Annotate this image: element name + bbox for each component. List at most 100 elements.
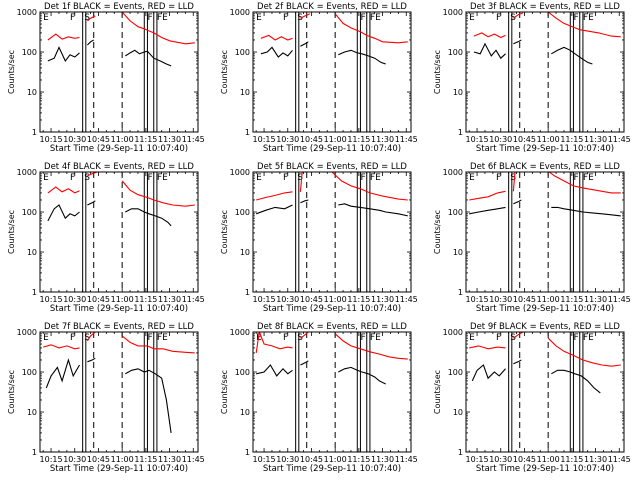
panel-title: Det 8f BLACK = Events, RED = LLD	[257, 322, 407, 332]
x-tick-label: 10:15	[466, 455, 489, 464]
flag-letter: F	[70, 173, 75, 183]
events-series-line	[256, 204, 293, 215]
lld-series-line	[469, 190, 506, 201]
x-axis-label: Start Time (29-Sep-11 10:07:40)	[50, 144, 188, 154]
events-series-line	[125, 208, 172, 227]
y-tick-label: 10	[27, 408, 37, 417]
x-tick-label: 10:15	[40, 455, 63, 464]
flag-letter: F	[283, 333, 288, 343]
flag-letter: F	[147, 333, 152, 343]
panel-4: Det 4f BLACK = Events, RED = LLD 1 10 100 10…	[7, 162, 205, 314]
series-group	[47, 12, 195, 67]
plot-frame	[252, 331, 412, 453]
lld-series-line	[547, 337, 621, 367]
y-tick-label: 1000	[230, 168, 250, 177]
plot-frame	[465, 331, 625, 453]
flag-letter: S	[84, 333, 90, 343]
x-tick-label: 11:00	[111, 295, 134, 304]
panel-8: Det 8f BLACK = Events, RED = LLD 1 10 100 10…	[220, 322, 418, 474]
x-tick-label: 11:45	[395, 135, 418, 144]
lld-series-line	[43, 344, 80, 350]
y-tick-label: 10	[27, 88, 37, 97]
x-tick-label: 11:45	[608, 295, 631, 304]
flag-letter: FE	[157, 173, 168, 183]
lld-series-line	[469, 345, 506, 350]
flag-letter: S	[84, 13, 90, 23]
flag-letter: F	[283, 173, 288, 183]
x-tick-label: 11:30	[158, 135, 181, 144]
x-tick-label: 11:15	[560, 455, 583, 464]
flag-letter: S	[297, 333, 303, 343]
panel-3: Det 3f BLACK = Events, RED = LLD 1 10 100 10…	[433, 2, 631, 154]
events-series-line	[125, 368, 172, 433]
y-tick-label: 100	[235, 208, 250, 217]
y-tick-label: 1000	[230, 328, 250, 337]
series-group	[473, 12, 621, 65]
x-axis-label: Start Time (29-Sep-11 10:07:40)	[263, 144, 401, 154]
y-tick-label: 1	[32, 448, 37, 457]
flag-letter: FE	[583, 13, 594, 23]
x-tick-label: 11:00	[324, 455, 347, 464]
y-tick-label: 1000	[230, 8, 250, 17]
y-tick-label: 10	[240, 408, 250, 417]
x-tick-label: 10:30	[63, 295, 86, 304]
x-axis-label: Start Time (29-Sep-11 10:07:40)	[50, 304, 188, 314]
y-tick-label: 100	[22, 208, 37, 217]
flag-letter: F	[283, 13, 288, 23]
series-group	[43, 332, 195, 433]
x-tick-label: 11:15	[134, 295, 157, 304]
panel-title: Det 6f BLACK = Events, RED = LLD	[470, 162, 620, 172]
x-tick-label: 10:15	[253, 295, 276, 304]
series-group	[255, 332, 408, 385]
flag-letter: S	[510, 173, 516, 183]
y-axis-label: Counts/sec	[433, 210, 442, 254]
x-tick-label: 11:15	[134, 135, 157, 144]
x-tick-label: 11:15	[560, 135, 583, 144]
lld-series-line	[334, 13, 408, 44]
x-tick-label: 11:15	[347, 455, 370, 464]
events-series-line	[300, 360, 309, 366]
x-tick-label: 11:15	[560, 295, 583, 304]
events-series-line	[551, 369, 601, 394]
lld-series-line	[547, 12, 621, 38]
events-series-line	[260, 46, 293, 58]
x-tick-label: 10:45	[87, 455, 110, 464]
flag-letter: FE	[583, 173, 594, 183]
y-tick-label: 1000	[443, 8, 463, 17]
events-series-line	[338, 203, 408, 217]
events-series-line	[513, 359, 522, 365]
plot-frame	[39, 171, 199, 293]
y-tick-label: 10	[27, 248, 37, 257]
x-axis-label: Start Time (29-Sep-11 10:07:40)	[476, 304, 614, 314]
lld-series-line	[121, 12, 195, 45]
events-series-line	[338, 49, 386, 65]
y-axis-label: Counts/sec	[7, 210, 16, 254]
series-group	[47, 172, 195, 227]
x-tick-label: 10:15	[40, 135, 63, 144]
x-tick-label: 11:30	[584, 135, 607, 144]
events-series-line	[87, 357, 96, 363]
events-series-line	[47, 204, 80, 222]
x-tick-label: 10:30	[489, 135, 512, 144]
x-tick-label: 11:45	[182, 135, 205, 144]
x-tick-label: 10:45	[300, 295, 323, 304]
flag-letter: E	[43, 13, 49, 23]
flag-letter: F	[70, 333, 75, 343]
y-tick-label: 10	[240, 88, 250, 97]
x-tick-label: 11:00	[324, 295, 347, 304]
panel-1: Det 1f BLACK = Events, RED = LLD 1 10 100 10…	[7, 2, 205, 154]
x-tick-label: 11:15	[134, 455, 157, 464]
x-axis-label: Start Time (29-Sep-11 10:07:40)	[476, 144, 614, 154]
y-tick-label: 1000	[17, 8, 37, 17]
x-tick-label: 11:15	[347, 295, 370, 304]
x-tick-label: 11:00	[537, 295, 560, 304]
flag-letter: F	[360, 333, 365, 343]
panel-title: Det 2f BLACK = Events, RED = LLD	[257, 2, 407, 12]
series-group	[469, 172, 621, 217]
lld-series-line	[299, 172, 408, 201]
lld-series-line	[512, 172, 621, 194]
lld-series-line	[300, 332, 309, 339]
y-axis-label: Counts/sec	[433, 50, 442, 94]
events-series-line	[513, 39, 522, 45]
